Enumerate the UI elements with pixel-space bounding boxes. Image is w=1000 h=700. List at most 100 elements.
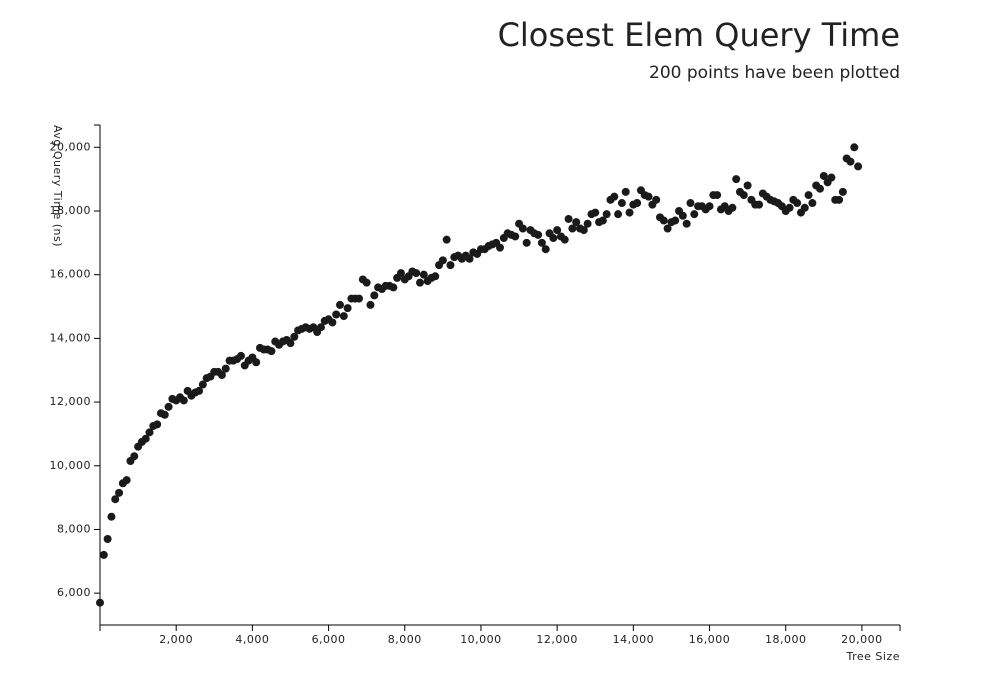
point [579,226,588,235]
point [678,211,687,220]
point [431,272,440,281]
point [252,358,261,367]
point [785,203,794,212]
point [370,291,379,300]
point [416,278,424,287]
point [827,173,836,182]
y-tick-label: 12,000 [50,395,92,408]
point [583,219,592,228]
point [362,278,371,287]
point [217,371,226,379]
x-tick-label: 14,000 [613,633,655,646]
point [671,216,680,225]
point [111,495,120,504]
point [846,157,855,166]
point [549,234,558,243]
point [160,410,169,419]
point [537,238,546,247]
point [728,203,737,212]
x-tick-label: 10,000 [460,633,502,646]
point [328,318,337,327]
point [267,347,276,356]
point [800,203,809,212]
x-tick-label: 18,000 [765,633,807,646]
point [153,420,162,429]
point [755,200,764,209]
x-tick-label: 12,000 [536,633,578,646]
point [290,332,299,341]
chart-title: Closest Elem Query Time [498,16,900,54]
point [396,269,405,278]
point [145,428,154,437]
point [652,195,661,204]
y-tick-label: 10,000 [50,459,92,472]
y-tick-label: 6,000 [57,586,91,599]
point [572,218,581,227]
x-axis-label: Tree Size [846,650,901,663]
point [659,216,668,225]
y-axis-label: Avg Query Time (ns) [51,125,64,247]
point [419,270,428,279]
point [366,300,375,309]
point [511,232,520,241]
point [343,304,352,313]
point [355,294,364,303]
point [602,210,611,219]
x-tick-label: 20,000 [841,633,883,646]
x-tick-label: 8,000 [388,633,422,646]
point [591,208,600,217]
point [465,254,474,263]
point [195,386,204,395]
point [560,235,569,244]
y-tick-label: 18,000 [50,204,92,217]
point [141,434,150,443]
point [610,192,619,201]
point [534,230,543,239]
point [732,175,741,184]
point [446,261,455,270]
point [614,210,623,219]
point [442,235,451,244]
x-tick-label: 6,000 [312,633,346,646]
point [705,202,714,211]
point [739,191,748,200]
point [164,402,173,411]
point [107,512,116,521]
point [179,396,188,405]
point [617,199,626,208]
point [316,323,325,332]
point [286,339,295,348]
point [713,191,722,200]
x-tick-label: 2,000 [159,633,193,646]
point [198,380,207,389]
point [336,300,344,309]
point [122,476,131,485]
point [808,199,817,208]
point [438,256,447,265]
point [804,191,813,200]
point [115,488,124,497]
point [332,310,341,319]
point [389,283,398,292]
point [496,243,504,252]
point [541,245,550,254]
point [96,598,104,607]
point [522,238,531,247]
point [236,351,245,360]
point [816,184,824,193]
point [518,224,527,233]
point [854,162,863,171]
point [564,214,573,223]
point [568,224,577,233]
point [103,535,112,544]
point [99,550,108,559]
x-tick-label: 16,000 [689,633,731,646]
y-tick-label: 14,000 [50,331,92,344]
point [850,143,859,152]
point [625,208,634,217]
point [633,199,642,208]
point [682,219,691,228]
point [130,452,139,461]
